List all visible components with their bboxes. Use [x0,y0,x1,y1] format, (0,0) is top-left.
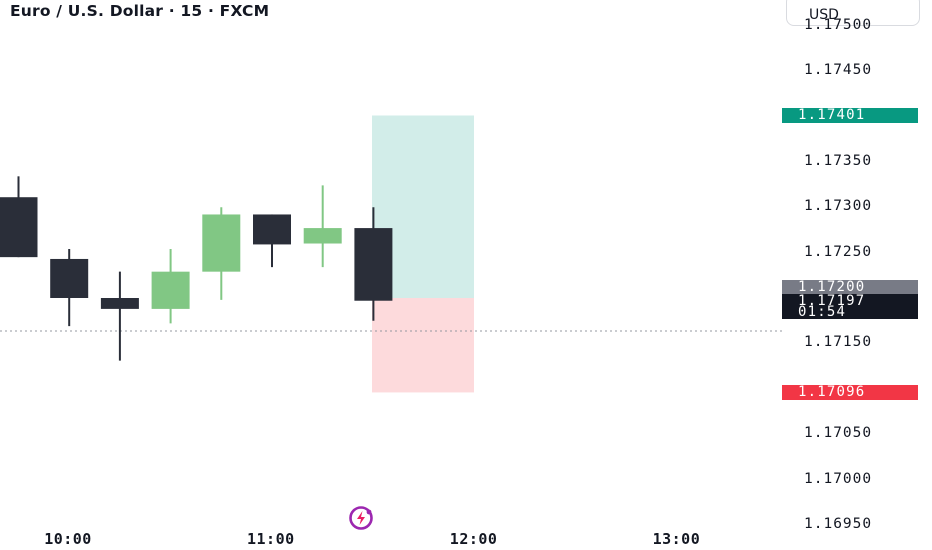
currency-selector[interactable]: USD [786,0,920,26]
price-axis-label: 1.17000 [804,470,873,487]
time-axis-label: 11:00 [247,530,295,548]
bar-countdown-label: 01:54 [798,304,847,320]
candle-body [202,214,241,272]
candle [151,248,190,324]
candle [0,176,38,258]
time-axis-label: 10:00 [44,530,92,548]
candle [100,271,139,361]
candle-body [151,271,190,309]
time-axis-label: 13:00 [652,530,701,548]
tradingview-logo-icon [349,506,373,530]
candle-body [50,258,89,298]
time-axis-label: 12:00 [449,530,498,548]
candles-layer [0,176,393,361]
price-axis-label: 1.17150 [804,334,873,351]
price-axis-label: 1.17500 [804,16,873,33]
symbol-title[interactable]: Euro / U.S. Dollar · 15 · FXCM [10,2,270,20]
candle-body [303,228,342,244]
candle [354,207,393,321]
price-axis-label: 1.17350 [804,152,873,169]
candle-body [253,214,291,245]
entry-price-tag: 1.17200 [782,280,918,295]
stop-loss-price-tag: 1.17096 [782,385,918,400]
candle-body [100,298,139,309]
take-profit-price-tag: 1.17401 [782,107,918,123]
candle [253,214,291,268]
price-axis-label: 1.16950 [804,516,873,532]
candle [303,185,342,268]
candle-body [0,197,38,258]
price-axis-label: 1.17300 [804,198,873,215]
price-axis-label: 1.17450 [804,62,873,78]
candle [202,207,241,300]
price-axis-label: 1.17050 [804,425,873,442]
price-axis-label: 1.17250 [804,243,873,260]
candle-body [354,228,393,301]
loss-zone[interactable] [372,298,474,393]
candle [50,248,89,327]
last-price-tag: 1.17197 [782,294,918,319]
